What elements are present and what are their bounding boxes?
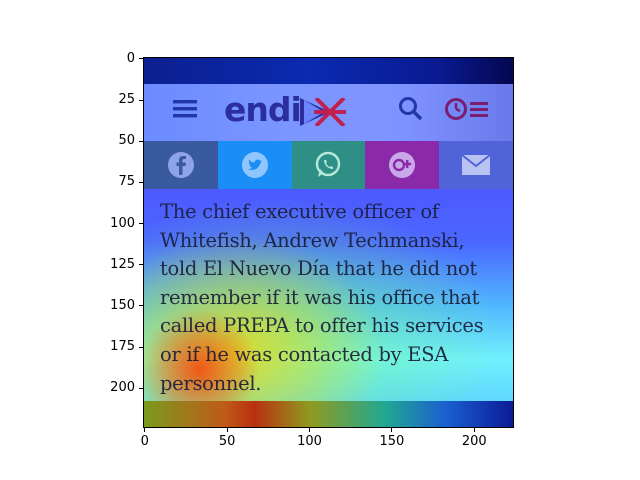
y-tick-mark [139,264,144,266]
share-google-plus-button[interactable] [365,141,440,189]
whatsapp-icon [316,151,341,177]
y-tick-label: 50 [118,133,135,149]
x-tick-mark [144,427,146,432]
y-tick-label: 150 [110,297,135,313]
article-line: Whitefish, Andrew Techmanski, [160,228,465,252]
email-icon [461,154,491,175]
twitter-icon [241,152,268,178]
share-twitter-button[interactable] [217,141,292,189]
y-tick-mark [139,223,144,225]
share-whatsapp-button[interactable] [291,141,366,189]
x-tick-label: 50 [218,434,236,449]
article-line: told El Nuevo Día that he did not [160,257,477,281]
x-tick-mark [309,427,311,432]
site-header: endi [144,84,513,141]
menu-icon[interactable] [172,98,198,120]
site-logo[interactable]: endi [224,90,302,129]
article-background [144,189,513,401]
bottom-strip [144,401,513,427]
y-tick-mark [139,305,144,307]
y-tick-mark [139,387,144,389]
y-tick-mark [139,58,144,60]
x-tick-mark [391,427,393,432]
y-tick-mark [139,99,144,101]
y-tick-mark [139,140,144,142]
article-line: The chief executive officer of [160,200,439,223]
x-tick-mark [226,427,228,432]
article-line: personnel. [160,371,262,395]
article-line: remember if it was his office that [160,285,480,309]
y-tick-label: 100 [110,215,135,231]
x-tick-label: 100 [297,434,322,449]
status-bar [144,58,513,84]
y-tick-label: 200 [110,380,135,396]
x-tick-label: 0 [140,434,149,449]
y-tick-label: 125 [110,256,135,272]
y-tick-label: 175 [110,339,135,355]
google-plus-icon [389,152,416,178]
flag-icon [300,98,346,126]
search-icon[interactable] [398,96,424,122]
x-tick-mark [473,427,475,432]
x-tick-label: 200 [461,434,487,449]
share-email-button[interactable] [439,141,513,189]
x-tick-label: 150 [379,434,405,449]
article-line: called PREPA to offer his services [160,314,484,338]
y-tick-mark [139,181,144,183]
y-tick-label: 0 [126,50,135,66]
y-tick-mark [139,346,144,348]
y-tick-label: 25 [118,92,135,107]
facebook-icon [167,152,194,178]
article-text: The chief executive officer of Whitefish… [160,198,505,398]
article-line: or if he was contacted by ESA [160,342,449,366]
share-bar [144,141,513,189]
y-tick-label: 75 [118,174,135,190]
clock-list-icon[interactable] [444,96,490,122]
screenshot-panel: endi [144,58,513,427]
share-facebook-button[interactable] [144,141,218,189]
